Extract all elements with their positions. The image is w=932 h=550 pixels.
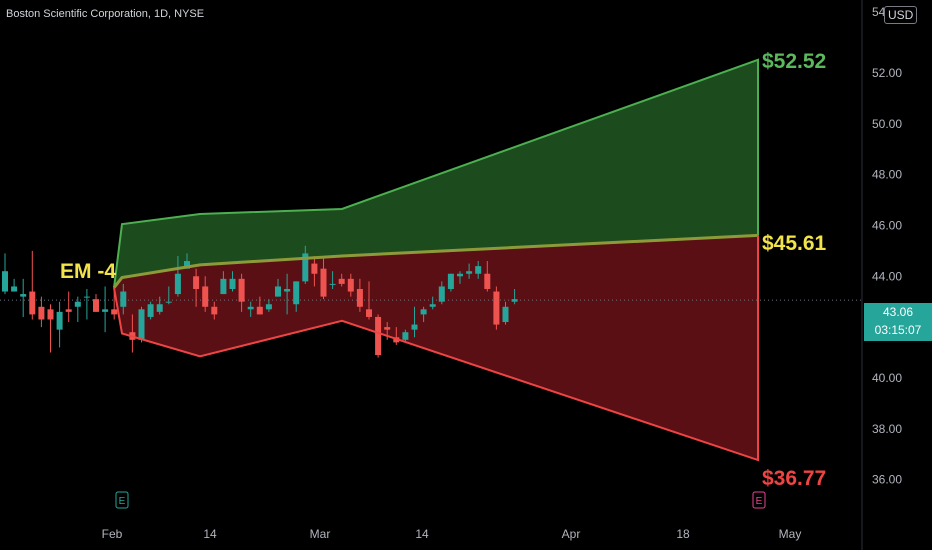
earnings-marker-past <box>115 491 129 509</box>
candle-body <box>111 309 118 315</box>
x-tick-label: May <box>779 527 802 541</box>
candle-body <box>120 291 127 307</box>
candle-body <box>484 273 491 289</box>
candle-body <box>366 309 372 317</box>
y-tick-label: 44.00 <box>872 269 902 283</box>
candle-body <box>411 324 418 330</box>
em-label: EM -4 <box>60 260 117 283</box>
candle-body <box>429 304 436 307</box>
candle-body <box>275 286 281 297</box>
candle-body <box>338 278 345 284</box>
x-tick-label: 18 <box>676 527 690 541</box>
candle-body <box>2 271 8 292</box>
candle-body <box>447 273 454 289</box>
current-price-value: 43.06 <box>882 305 914 319</box>
x-tick-label: Apr <box>562 527 581 541</box>
candle-body <box>102 309 109 312</box>
candle-body <box>265 304 272 310</box>
y-tick-label: 38.00 <box>872 422 902 436</box>
candle-body <box>302 253 309 282</box>
y-tick-label: 52.00 <box>872 66 902 80</box>
candle-body <box>147 304 154 317</box>
candle-body <box>284 288 291 292</box>
candle-body <box>256 306 263 315</box>
candle-body <box>65 309 72 312</box>
candle-body <box>38 306 45 320</box>
candle-body <box>20 294 27 297</box>
currency-button[interactable]: USD <box>884 6 918 24</box>
current-price-box: 43.06 03:15:07 <box>864 303 932 341</box>
candle-body <box>320 268 327 297</box>
candle-body <box>375 316 382 356</box>
candle-body <box>493 291 500 325</box>
candle-body <box>293 281 300 305</box>
countdown-timer: 03:15:07 <box>874 323 922 337</box>
candle-body <box>229 278 236 289</box>
lower-target-label: $36.77 <box>762 467 827 490</box>
y-tick-label: 40.00 <box>872 371 902 385</box>
x-tick-label: 14 <box>415 527 429 541</box>
candle-body <box>184 261 190 269</box>
symbol-title: Boston Scientific Corporation, 1D, NYSE <box>6 8 205 20</box>
candle-body <box>202 286 209 307</box>
candle-body <box>438 286 445 302</box>
candle-body <box>457 273 463 277</box>
y-tick-label: 36.00 <box>872 473 902 487</box>
x-tick-label: Feb <box>102 527 123 541</box>
mid-line <box>112 233 759 289</box>
candle-body <box>329 283 336 285</box>
y-tick-label: 46.00 <box>872 218 902 232</box>
candle-body <box>56 311 63 330</box>
candle-body <box>74 301 81 307</box>
earnings-marker-future-glyph: E <box>756 496 763 507</box>
candle-body <box>211 306 218 315</box>
candle-body <box>138 309 145 340</box>
lower-bound-line <box>113 235 759 462</box>
candle-body <box>156 304 163 312</box>
candle-body <box>356 288 363 307</box>
candle-body <box>502 306 509 323</box>
y-tick-label: 48.00 <box>872 168 902 182</box>
earnings-marker-past-glyph: E <box>119 496 126 507</box>
y-tick-label-partial: 54 <box>872 5 886 19</box>
x-tick-label: Mar <box>310 527 331 541</box>
upper-zone-fill <box>114 59 758 288</box>
candle-body <box>220 278 227 295</box>
candle-body <box>402 332 409 340</box>
candle-body <box>93 299 99 312</box>
candle-body <box>174 273 181 295</box>
candle-body <box>29 291 36 315</box>
candle-body <box>420 309 427 315</box>
candle-body <box>475 266 482 274</box>
upper-bound-line <box>113 58 759 288</box>
candle-body <box>193 276 200 289</box>
candle-body <box>511 299 518 302</box>
candle-body <box>347 278 354 292</box>
x-tick-label: 14 <box>203 527 217 541</box>
middle-target-label: $45.61 <box>762 232 827 255</box>
candle-body <box>466 271 473 274</box>
candle-body <box>247 306 254 310</box>
candle-body <box>47 309 54 320</box>
candle-body <box>311 263 318 274</box>
candle-body <box>238 278 245 302</box>
y-tick-label: 50.00 <box>872 117 902 131</box>
candle-body <box>83 296 90 298</box>
upper-target-label: $52.52 <box>762 50 827 73</box>
lower-zone-fill <box>114 235 758 461</box>
candle-body <box>11 286 18 292</box>
candle-body <box>384 327 391 330</box>
earnings-marker-future <box>752 491 766 509</box>
candle-body <box>165 301 172 303</box>
